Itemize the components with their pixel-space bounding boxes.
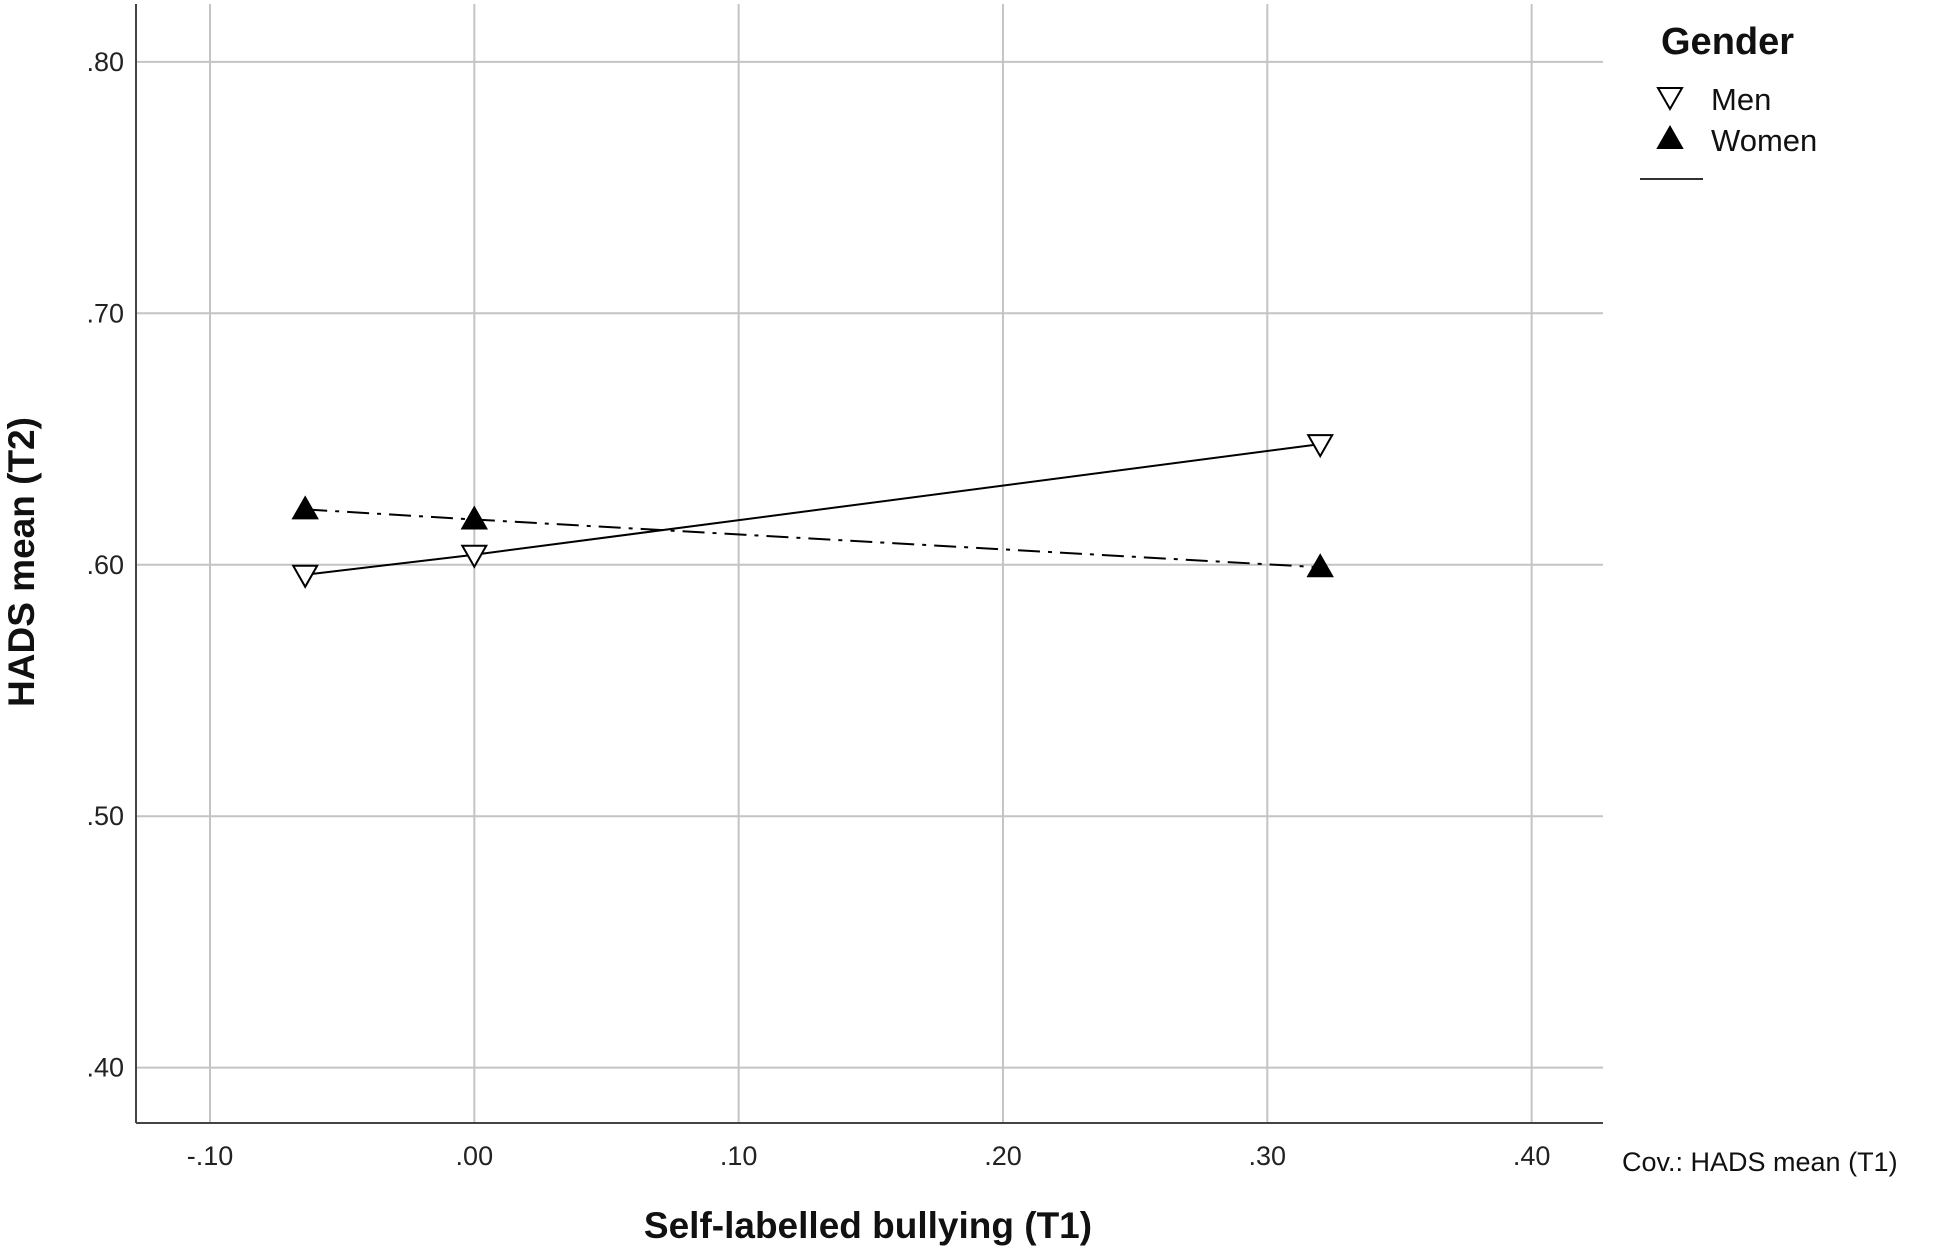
legend-label-men: Men bbox=[1711, 82, 1771, 117]
data-point-women bbox=[291, 495, 319, 520]
x-tick-label: -.10 bbox=[187, 1141, 234, 1171]
series bbox=[291, 434, 1334, 589]
series-line-women bbox=[305, 508, 1321, 569]
tick-labels: -.10 .00 .10 .20 .30 .40 .40 .50 .60 .70 .80 bbox=[86, 47, 1550, 1171]
legend-label-women: Women bbox=[1711, 123, 1817, 158]
data-point-women bbox=[460, 505, 489, 530]
covariate-note: Cov.: HADS mean (T1) bbox=[1622, 1147, 1898, 1177]
data-point-women bbox=[1306, 553, 1334, 578]
x-tick-label: .00 bbox=[456, 1141, 494, 1171]
grid bbox=[136, 4, 1603, 1123]
y-axis-title: HADS mean (T2) bbox=[1, 417, 42, 707]
y-tick-label: .80 bbox=[86, 47, 124, 77]
legend-title: Gender bbox=[1661, 21, 1794, 63]
axes bbox=[135, 4, 1603, 1124]
series-line-men bbox=[305, 443, 1321, 576]
y-tick-label: .40 bbox=[86, 1053, 124, 1083]
x-tick-label: .30 bbox=[1249, 1141, 1287, 1171]
legend-marker-women bbox=[1656, 124, 1684, 149]
x-tick-label: .40 bbox=[1513, 1141, 1551, 1171]
y-tick-label: .70 bbox=[86, 298, 124, 328]
legend-marker-men bbox=[1656, 87, 1684, 112]
legend: Gender Men Women bbox=[1640, 21, 1817, 180]
y-tick-label: .50 bbox=[86, 801, 124, 831]
y-tick-label: .60 bbox=[86, 550, 124, 580]
x-tick-label: .20 bbox=[984, 1141, 1022, 1171]
x-tick-label: .10 bbox=[720, 1141, 758, 1171]
data-point-men bbox=[460, 544, 489, 569]
data-point-men bbox=[1306, 434, 1334, 459]
data-point-men bbox=[291, 564, 319, 589]
x-axis-title: Self-labelled bullying (T1) bbox=[644, 1205, 1092, 1246]
